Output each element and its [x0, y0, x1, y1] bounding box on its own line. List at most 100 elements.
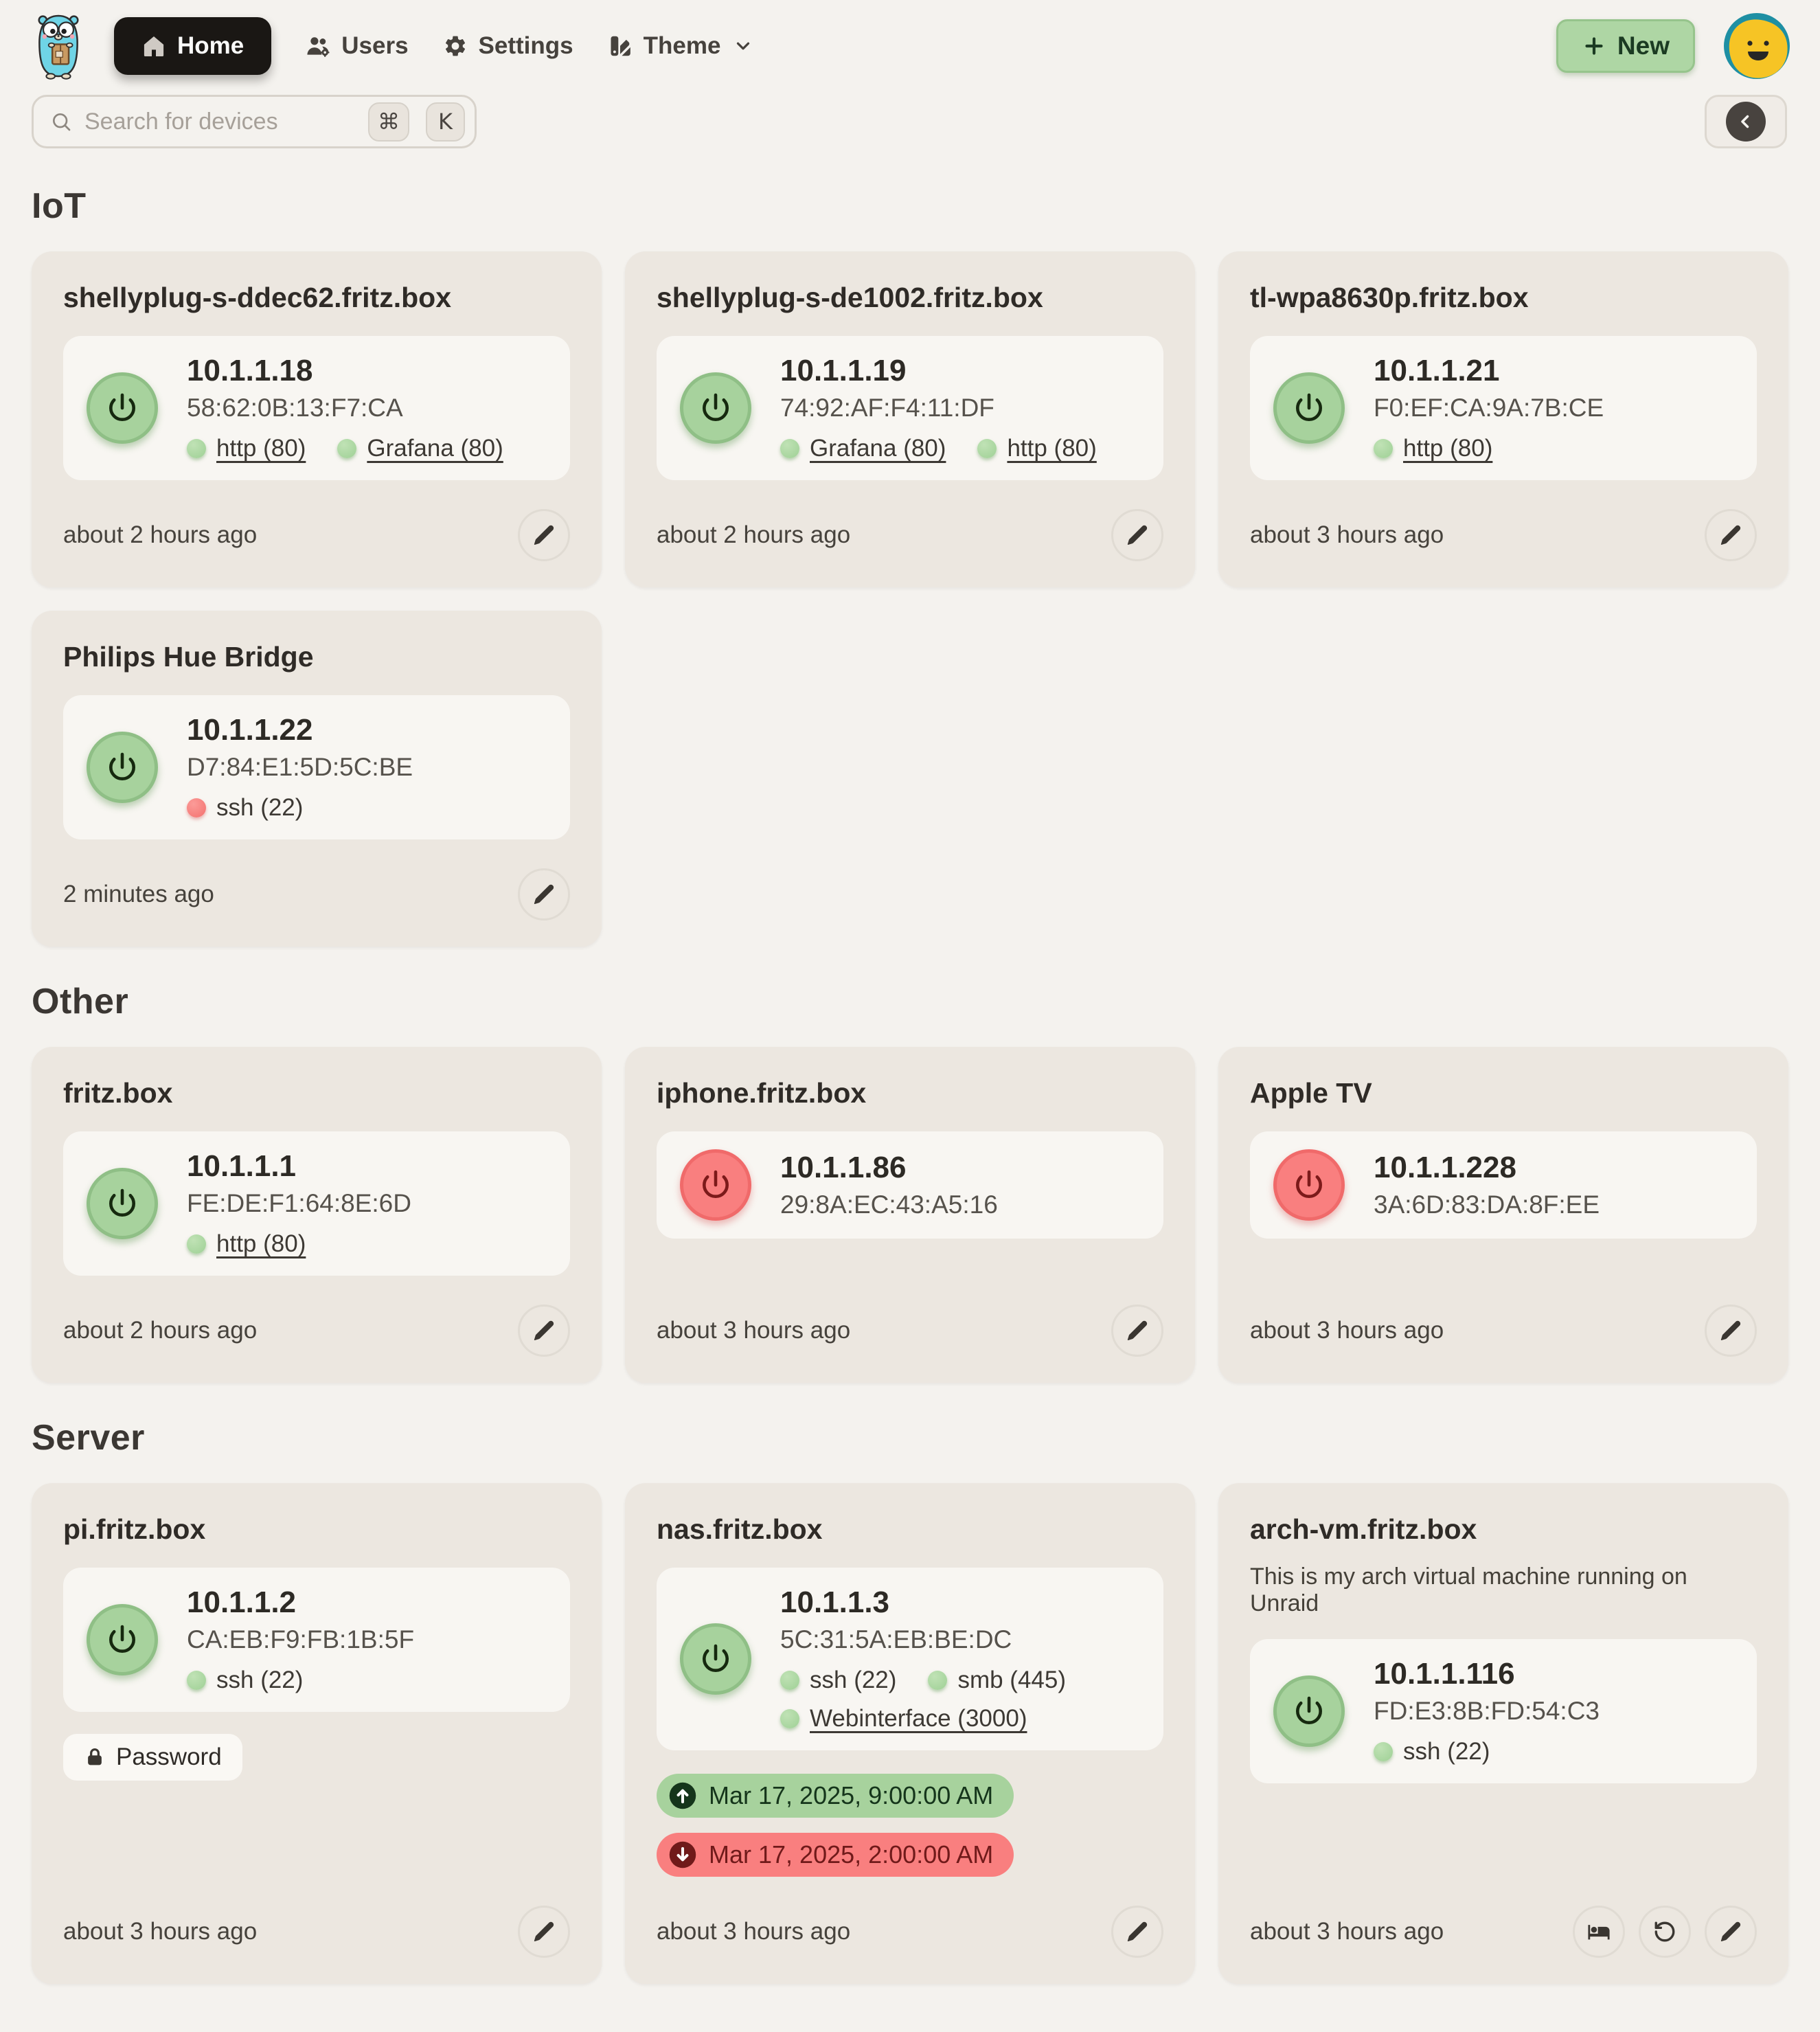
device-ip: 10.1.1.18 — [187, 354, 313, 387]
device-mac: 3A:6D:83:DA:8F:EE — [1374, 1190, 1600, 1219]
card-actions — [518, 1906, 570, 1958]
top-navigation-bar: Home Users Settings — [0, 0, 1820, 85]
power-icon — [1296, 1170, 1322, 1199]
power-button[interactable] — [87, 732, 158, 803]
last-seen: about 3 hours ago — [1250, 521, 1444, 548]
device-status-panel: 10.1.1.1 FE:DE:F1:64:8E:6D http (80) — [63, 1131, 570, 1276]
bed-icon — [1588, 1925, 1610, 1940]
device-ip: 10.1.1.228 — [1374, 1151, 1516, 1184]
edit-button[interactable] — [1705, 1305, 1757, 1357]
port-link[interactable]: http (80) — [977, 435, 1097, 462]
power-button[interactable] — [87, 372, 158, 444]
edit-button[interactable] — [1705, 509, 1757, 561]
password-chip: Password — [63, 1734, 242, 1781]
toolbar-row: ⌘ K — [0, 85, 1820, 148]
edit-button[interactable] — [518, 509, 570, 561]
port-label: smb (445) — [957, 1667, 1066, 1693]
power-button[interactable] — [680, 372, 751, 444]
port-list: ssh (22) — [187, 794, 413, 822]
chevron-left-icon — [1726, 102, 1766, 142]
device-mac: CA:EB:F9:FB:1B:5F — [187, 1625, 415, 1653]
lock-icon — [88, 1748, 102, 1765]
device-ip: 10.1.1.21 — [1374, 354, 1500, 387]
pencil-icon — [534, 525, 554, 545]
device-card: Philips Hue Bridge 10.1.1.22 D7:84:E1:5D… — [32, 611, 602, 947]
edit-button[interactable] — [1111, 1906, 1163, 1958]
port-label: ssh (22) — [1403, 1738, 1490, 1765]
port-link[interactable]: Grafana (80) — [337, 435, 503, 462]
edit-button[interactable] — [1111, 1305, 1163, 1357]
port-closed-dot — [187, 798, 206, 817]
edit-button[interactable] — [518, 1305, 570, 1357]
last-seen: 2 minutes ago — [63, 881, 214, 907]
power-button[interactable] — [1273, 1675, 1345, 1747]
device-info: 10.1.1.116 FD:E3:8B:FD:54:C3 ssh (22) — [1374, 1657, 1600, 1765]
new-button-label: New — [1617, 32, 1670, 60]
restart-button[interactable] — [1639, 1906, 1691, 1958]
port-label: http (80) — [1403, 435, 1493, 462]
last-seen: about 3 hours ago — [657, 1918, 851, 1945]
device-ip: 10.1.1.2 — [187, 1585, 297, 1619]
gear-icon — [445, 36, 465, 56]
theme-swatches-icon — [611, 36, 630, 56]
power-button[interactable] — [1273, 1149, 1345, 1221]
device-card: arch-vm.fritz.box This is my arch virtua… — [1218, 1483, 1788, 1984]
device-name: tl-wpa8630p.fritz.box — [1250, 282, 1529, 313]
nav-item-home[interactable]: Home — [114, 17, 272, 75]
kbd-k-key: K — [426, 102, 465, 142]
power-icon — [703, 393, 729, 422]
collapse-sidebar-button[interactable] — [1705, 95, 1787, 148]
last-seen: about 3 hours ago — [1250, 1918, 1444, 1945]
power-button[interactable] — [87, 1604, 158, 1675]
power-icon — [109, 393, 135, 422]
section-title: Server — [32, 1418, 145, 1458]
nav-item-users[interactable]: Users — [306, 32, 409, 60]
device-info: 10.1.1.2 CA:EB:F9:FB:1B:5F ssh (22) — [187, 1585, 414, 1694]
device-description: This is my arch virtual machine running … — [1250, 1563, 1687, 1616]
port-link[interactable]: http (80) — [1374, 435, 1492, 462]
port-link[interactable]: http (80) — [187, 1230, 306, 1258]
device-grid: pi.fritz.box 10.1.1.2 CA:EB:F9:FB:1B:5F … — [32, 1483, 1788, 1984]
power-button[interactable] — [680, 1149, 751, 1221]
power-icon — [1296, 1696, 1322, 1725]
pencil-icon — [1127, 1921, 1148, 1942]
power-icon — [109, 1625, 135, 1653]
last-seen: about 3 hours ago — [63, 1918, 258, 1945]
port-link[interactable]: Grafana (80) — [780, 435, 946, 462]
device-card: shellyplug-s-de1002.fritz.box 10.1.1.19 … — [625, 251, 1195, 587]
device-status-panel: 10.1.1.86 29:8A:EC:43:A5:16 — [657, 1131, 1163, 1239]
port-list: http (80) — [187, 1230, 411, 1258]
power-icon — [703, 1644, 729, 1673]
card-actions — [1111, 509, 1163, 561]
port-status: ssh (22) — [187, 794, 303, 822]
power-button[interactable] — [87, 1168, 158, 1239]
nav-item-theme[interactable]: Theme — [608, 32, 754, 60]
device-info: 10.1.1.22 D7:84:E1:5D:5C:BE ssh (22) — [187, 713, 413, 822]
device-status-panel: 10.1.1.2 CA:EB:F9:FB:1B:5F ssh (22) — [63, 1568, 570, 1712]
device-status-panel: 10.1.1.228 3A:6D:83:DA:8F:EE — [1250, 1131, 1757, 1239]
new-device-button[interactable]: New — [1556, 19, 1695, 73]
last-seen: about 2 hours ago — [657, 521, 851, 548]
power-button[interactable] — [1273, 372, 1345, 444]
power-icon — [109, 1188, 135, 1217]
nav-item-settings[interactable]: Settings — [443, 32, 573, 60]
device-name: Apple TV — [1250, 1077, 1372, 1109]
device-mac: 29:8A:EC:43:A5:16 — [780, 1190, 998, 1219]
device-info: 10.1.1.21 F0:EF:CA:9A:7B:CE http (80) — [1374, 354, 1604, 462]
edit-button[interactable] — [1111, 509, 1163, 561]
device-name: nas.fritz.box — [657, 1513, 823, 1545]
device-info: 10.1.1.228 3A:6D:83:DA:8F:EE — [1374, 1151, 1600, 1219]
device-mac: D7:84:E1:5D:5C:BE — [187, 753, 413, 781]
device-name: iphone.fritz.box — [657, 1077, 867, 1109]
edit-button[interactable] — [1705, 1906, 1757, 1958]
user-avatar[interactable] — [1724, 13, 1790, 79]
port-link[interactable]: Webinterface (3000) — [780, 1705, 1027, 1732]
edit-button[interactable] — [518, 868, 570, 921]
search-input[interactable] — [84, 108, 352, 135]
port-link[interactable]: http (80) — [187, 435, 306, 462]
sleep-button[interactable] — [1573, 1906, 1625, 1958]
power-button[interactable] — [680, 1623, 751, 1695]
device-search[interactable]: ⌘ K — [32, 95, 477, 148]
pencil-icon — [534, 1921, 554, 1942]
edit-button[interactable] — [518, 1906, 570, 1958]
